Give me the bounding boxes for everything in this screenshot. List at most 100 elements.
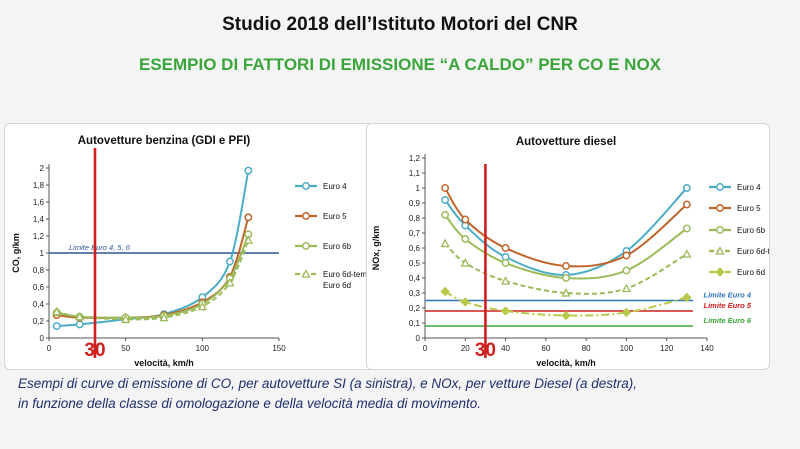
limit-label: Limite Euro 6 — [703, 316, 751, 325]
data-point-euro6d-temp — [440, 238, 450, 248]
data-point-euro6d — [460, 297, 470, 307]
legend-label-euro6b: Euro 6b — [323, 242, 352, 251]
figure-caption: Esempi di curve di emissione di CO, per … — [18, 374, 798, 414]
legend-label-euro6d-temp: Euro 6d-temp — [737, 247, 769, 256]
data-point-euro4 — [52, 322, 61, 331]
page-subtitle: ESEMPIO DI FATTORI DI EMISSIONE “A CALDO… — [138, 55, 662, 74]
legend-symbol-euro6d-marker — [715, 267, 725, 277]
x-tick-label: 140 — [700, 344, 714, 353]
y-tick-label: 1,2 — [33, 232, 45, 241]
data-point-euro6d-temp — [561, 288, 571, 297]
data-point-euro4 — [225, 257, 234, 266]
y-tick-label: 1,6 — [33, 198, 45, 207]
legend-symbol-euro4-marker — [302, 182, 310, 190]
y-tick-label: 0 — [40, 334, 45, 343]
y-axis-label: CO, g/km — [11, 233, 21, 273]
legend-symbol-euro6b-marker — [302, 242, 310, 250]
caption-line-2: in funzione della classe di omologazione… — [18, 396, 482, 411]
data-point-euro6d — [440, 286, 450, 297]
legend-label-euro4: Euro 4 — [737, 183, 761, 192]
data-point-euro6d — [225, 277, 235, 287]
x-tick-label: 80 — [582, 344, 591, 353]
data-point-euro6b — [622, 266, 631, 275]
x-tick-label: 100 — [620, 344, 634, 353]
data-point-euro6d — [75, 311, 85, 321]
data-point-euro5 — [501, 244, 510, 252]
data-point-euro6d — [682, 292, 692, 303]
y-tick-label: 1,1 — [409, 169, 421, 178]
legend-symbol-euro6d-temp-marker — [715, 246, 725, 255]
x-tick-label: 150 — [272, 344, 286, 353]
y-tick-label: 0,7 — [409, 229, 421, 238]
data-point-euro6d — [197, 301, 207, 311]
data-point-euro6b — [562, 274, 570, 282]
y-tick-label: 0,3 — [409, 289, 421, 298]
y-tick-label: 1 — [416, 184, 421, 193]
x-axis-label: velocità, km/h — [134, 358, 194, 368]
data-point-euro6d — [243, 235, 253, 244]
data-point-euro5 — [441, 184, 450, 192]
legend-label-euro6d: Euro 6d-temp, — [323, 270, 374, 279]
y-tick-label: 2 — [40, 164, 45, 173]
y-tick-label: 1 — [40, 249, 45, 258]
y-tick-label: 0,1 — [409, 319, 421, 328]
y-tick-label: 0,6 — [409, 244, 421, 253]
x-tick-label: 0 — [423, 344, 428, 353]
y-tick-label: 1,8 — [33, 181, 45, 190]
data-point-euro6d — [561, 310, 571, 321]
y-tick-label: 0,4 — [409, 274, 421, 283]
y-tick-label: 0,2 — [409, 304, 421, 313]
x-tick-label: 20 — [461, 344, 470, 353]
y-tick-label: 0,4 — [33, 300, 45, 309]
y-axis-label: NOx, g/km — [371, 226, 381, 271]
limit-label: Limite Euro 4 — [703, 291, 751, 300]
co-petrol-chart-panel: Autovetture benzina (GDI e PFI) 0 0,2 0,4 0,… — [4, 123, 390, 370]
data-point-euro6d-temp — [500, 276, 511, 285]
nox-diesel-chart: Autovetture diesel 0 0,1 0,2 0,3 0,4 0,5 0,6 0,7… — [371, 136, 769, 368]
co-petrol-chart: Autovetture benzina (GDI e PFI) 0 0,2 0,4 0,… — [11, 135, 374, 368]
data-point-euro6b — [441, 211, 450, 219]
data-point-euro5 — [244, 213, 253, 222]
data-point-euro6b — [461, 235, 470, 243]
x-tick-label: 120 — [660, 344, 674, 353]
x-tick-label: 60 — [541, 344, 550, 353]
x-tick-label: 40 — [501, 344, 510, 353]
legend-label-euro5: Euro 5 — [737, 204, 761, 213]
data-point-euro6d — [500, 306, 511, 316]
series-line-euro4 — [444, 187, 688, 277]
chart-title: Autovetture benzina (GDI e PFI) — [78, 135, 251, 147]
legend-label-euro5: Euro 5 — [323, 212, 347, 221]
nox-diesel-chart-panel: Autovetture diesel 0 0,1 0,2 0,3 0,4 0,5 0,6 0,7… — [366, 123, 770, 370]
legend-symbol-euro4-marker — [716, 183, 724, 191]
y-tick-label: 0,8 — [33, 266, 45, 275]
speed-30-marker-label: 30 — [475, 340, 496, 361]
data-point-euro4 — [682, 184, 691, 192]
data-point-euro6b — [682, 224, 691, 233]
limit-label: Limite Euro 5 — [703, 301, 751, 310]
y-tick-label: 0,2 — [33, 317, 45, 326]
x-tick-label: 100 — [196, 344, 210, 353]
legend-label-euro4: Euro 4 — [323, 182, 347, 191]
data-point-euro6b — [501, 259, 510, 267]
data-point-euro6d — [121, 314, 131, 323]
legend-label-euro6d: Euro 6d — [323, 281, 351, 290]
legend-symbol-euro6d-marker — [301, 269, 311, 278]
x-tick-label: 0 — [47, 344, 52, 353]
data-point-euro6d-temp — [682, 249, 692, 258]
series-line-euro5 — [56, 217, 250, 319]
y-tick-label: 0 — [416, 334, 421, 343]
y-tick-label: 1,4 — [33, 215, 45, 224]
y-tick-label: 0,9 — [409, 199, 421, 208]
data-point-euro6d — [159, 312, 169, 322]
data-point-euro5 — [562, 262, 570, 270]
data-point-euro5 — [461, 215, 470, 224]
speed-30-marker-label: 30 — [84, 340, 105, 361]
data-point-euro6d — [52, 306, 62, 316]
legend-symbol-euro5-marker — [302, 212, 310, 220]
chart-title: Autovetture diesel — [516, 136, 616, 148]
legend-label-euro6d: Euro 6d — [737, 268, 765, 277]
data-point-euro6d — [621, 307, 632, 318]
limit-label: Limite Euro 4, 5, 6 — [69, 243, 131, 252]
y-tick-label: 0,5 — [409, 259, 421, 268]
data-point-euro4 — [75, 320, 84, 329]
